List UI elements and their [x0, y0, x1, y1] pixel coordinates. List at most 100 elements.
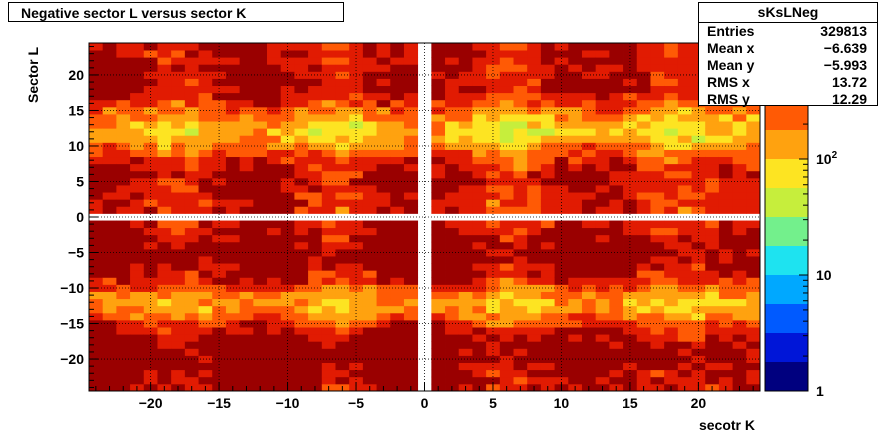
heatmap-cell	[472, 135, 487, 143]
heatmap-cell	[609, 227, 624, 236]
heatmap-cell	[335, 362, 350, 371]
heatmap-cell	[472, 156, 487, 165]
heatmap-cell	[705, 142, 720, 150]
heatmap-cell	[321, 64, 336, 72]
heatmap-cell	[335, 270, 350, 278]
heatmap-cell	[89, 376, 104, 385]
heatmap-cell	[267, 256, 282, 264]
heatmap-cell	[746, 298, 761, 307]
heatmap-cell	[718, 341, 734, 349]
heatmap-cell	[143, 114, 158, 122]
heatmap-cell	[390, 64, 405, 72]
heatmap-cell	[581, 248, 597, 257]
heatmap-cell	[431, 43, 446, 51]
heatmap-cell	[636, 99, 651, 108]
heatmap-cell	[746, 284, 761, 292]
heatmap-cell	[157, 305, 172, 314]
heatmap-cell	[677, 177, 692, 186]
heatmap-cell	[595, 114, 610, 122]
heatmap-cell	[718, 234, 734, 243]
heatmap-cell	[362, 305, 377, 314]
heatmap-cell	[732, 170, 747, 179]
heatmap-cell	[431, 121, 446, 129]
heatmap-cell	[568, 99, 583, 108]
heatmap-cell	[636, 298, 651, 307]
heatmap-cell	[691, 277, 706, 285]
heatmap-cell	[390, 248, 405, 257]
heatmap-cell	[294, 121, 309, 129]
heatmap-cell	[184, 199, 199, 207]
heatmap-cell	[499, 305, 514, 314]
y-tick-label: 15	[68, 102, 84, 118]
heatmap-cell	[527, 106, 542, 115]
heatmap-cell	[335, 43, 350, 51]
heatmap-cell	[718, 263, 734, 271]
heatmap-cell	[718, 362, 734, 371]
heatmap-cell	[581, 277, 597, 285]
heatmap-cell	[212, 163, 227, 172]
heatmap-cell	[376, 43, 391, 51]
x-tick-label: 10	[554, 395, 570, 411]
heatmap-cell	[486, 284, 501, 292]
heatmap-cell	[609, 121, 624, 129]
heatmap-cell	[595, 341, 610, 349]
heatmap-cell	[650, 270, 665, 278]
heatmap-cell	[540, 305, 555, 314]
heatmap-cell	[171, 92, 186, 101]
heatmap-cell	[390, 256, 405, 264]
heatmap-cell	[253, 227, 268, 236]
heatmap-cell	[390, 270, 405, 278]
heatmap-cell	[746, 128, 761, 136]
heatmap-cell	[403, 234, 419, 243]
heatmap-cell	[403, 64, 419, 72]
heatmap-cell	[718, 163, 734, 172]
heatmap-cell	[650, 199, 665, 207]
heatmap-cell	[308, 92, 323, 101]
heatmap-cell	[540, 341, 555, 349]
heatmap-cell	[102, 376, 117, 385]
heatmap-cell	[472, 341, 487, 349]
heatmap-cell	[540, 78, 555, 87]
heatmap-cell	[308, 121, 323, 129]
heatmap-cell	[376, 156, 391, 165]
heatmap-cell	[102, 142, 117, 150]
heatmap-cell	[157, 64, 172, 72]
heatmap-cell	[431, 334, 446, 342]
heatmap-cell	[732, 128, 747, 136]
heatmap-cell	[636, 177, 651, 186]
heatmap-cell	[184, 156, 199, 165]
heatmap-cell	[143, 319, 158, 328]
heatmap-cell	[554, 327, 569, 335]
heatmap-cell	[581, 270, 597, 278]
heatmap-cell	[143, 57, 158, 65]
heatmap-cell	[732, 270, 747, 278]
heatmap-cell	[294, 227, 309, 236]
heatmap-cell	[581, 92, 597, 101]
heatmap-cell	[513, 362, 528, 371]
heatmap-cell	[321, 163, 336, 172]
heatmap-cell	[568, 298, 583, 307]
heatmap-cell	[513, 248, 528, 257]
heatmap-cell	[513, 291, 528, 300]
heatmap-cell	[362, 284, 377, 292]
heatmap-cell	[116, 263, 131, 271]
heatmap-cell	[171, 192, 186, 200]
heatmap-cell	[458, 192, 473, 200]
heatmap-cell	[225, 284, 241, 292]
heatmap-cell	[650, 149, 665, 158]
heatmap-cell	[239, 369, 254, 378]
heatmap-cell	[225, 369, 241, 378]
heatmap-cell	[376, 263, 391, 271]
heatmap-cell	[294, 284, 309, 292]
heatmap-cell	[171, 334, 186, 342]
heatmap-cell	[403, 284, 419, 292]
heatmap-cell	[595, 270, 610, 278]
heatmap-cell	[253, 121, 268, 129]
heatmap-cell	[499, 135, 514, 143]
heatmap-cell	[609, 85, 624, 94]
heatmap-cell	[321, 185, 336, 193]
heatmap-cell	[705, 135, 720, 143]
heatmap-cell	[513, 270, 528, 278]
heatmap-cell	[705, 156, 720, 165]
